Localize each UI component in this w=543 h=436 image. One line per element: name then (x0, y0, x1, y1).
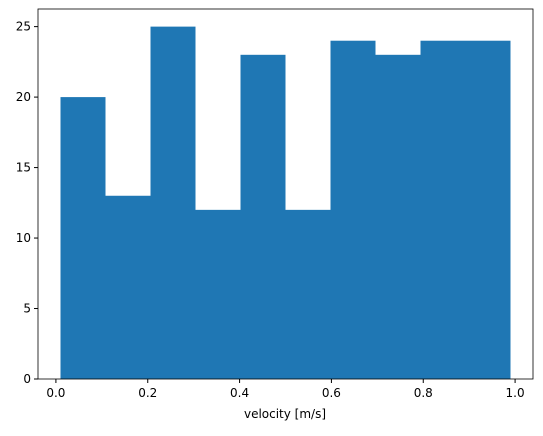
x-tick-label: 1.0 (506, 386, 525, 400)
bar (60, 97, 106, 379)
y-tick-label: 0 (23, 372, 31, 386)
bar (375, 54, 421, 380)
bar (240, 54, 286, 380)
bar (285, 209, 331, 379)
x-tick-label: 0.4 (230, 386, 249, 400)
y-tick-label: 10 (16, 231, 31, 245)
bar (330, 40, 376, 379)
x-tick-label: 0.2 (138, 386, 157, 400)
x-tick-label: 0.0 (46, 386, 65, 400)
bar (150, 26, 196, 379)
x-axis-label: velocity [m/s] (244, 407, 326, 421)
bar (420, 40, 466, 379)
y-tick-label: 5 (23, 302, 31, 316)
bar (465, 40, 511, 379)
y-tick-label: 15 (16, 161, 31, 175)
bar (195, 209, 241, 379)
plot-frame (37, 8, 534, 380)
x-tick-label: 0.8 (414, 386, 433, 400)
bar (105, 195, 151, 379)
y-tick-label: 25 (16, 20, 31, 34)
x-tick-label: 0.6 (322, 386, 341, 400)
y-tick-label: 20 (16, 90, 31, 104)
